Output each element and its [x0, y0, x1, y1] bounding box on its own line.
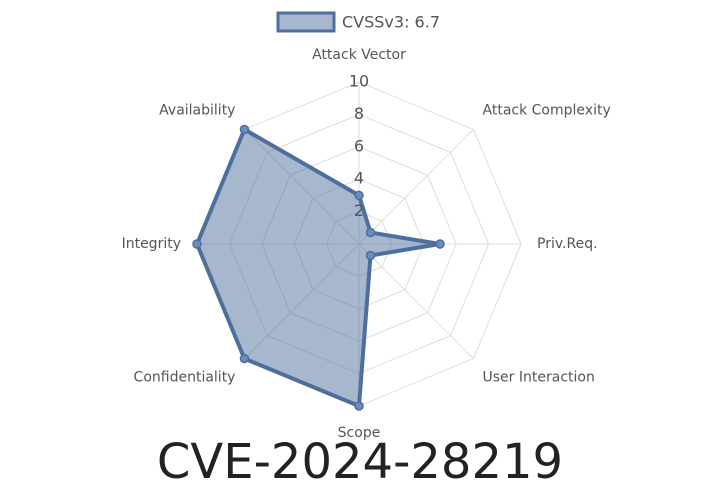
r-tick-label: 8 — [354, 104, 364, 123]
legend-swatch — [276, 11, 336, 33]
radar-point — [354, 190, 364, 201]
chart-title: CVE-2024-28219 — [157, 434, 563, 490]
spoke — [358, 243, 474, 359]
legend-label: CVSSv3: 6.7 — [342, 13, 440, 32]
axis-label: Attack Complexity — [483, 102, 611, 118]
axis-label: Confidentiality — [134, 370, 236, 386]
spoke — [358, 129, 474, 245]
axis-label: Scope — [338, 425, 381, 441]
axis-label: Availability — [159, 102, 235, 118]
r-tick-label: 10 — [349, 72, 369, 91]
axis-label: User Interaction — [483, 370, 595, 386]
radar-point — [354, 401, 364, 411]
radar-point — [239, 124, 250, 135]
r-tick-label: 6 — [354, 136, 364, 155]
r-tick-label: 2 — [354, 201, 364, 220]
radar-area — [195, 127, 442, 408]
axis-label: Attack Vector — [312, 47, 406, 63]
radar-point — [365, 227, 376, 238]
axis-label: Priv.Req. — [537, 236, 598, 252]
radar-point — [239, 353, 250, 364]
radar-point — [365, 250, 376, 261]
axis-label: Integrity — [122, 236, 181, 252]
radar-point — [435, 239, 445, 249]
r-tick-label: 4 — [354, 169, 364, 188]
radar-point — [192, 239, 202, 249]
